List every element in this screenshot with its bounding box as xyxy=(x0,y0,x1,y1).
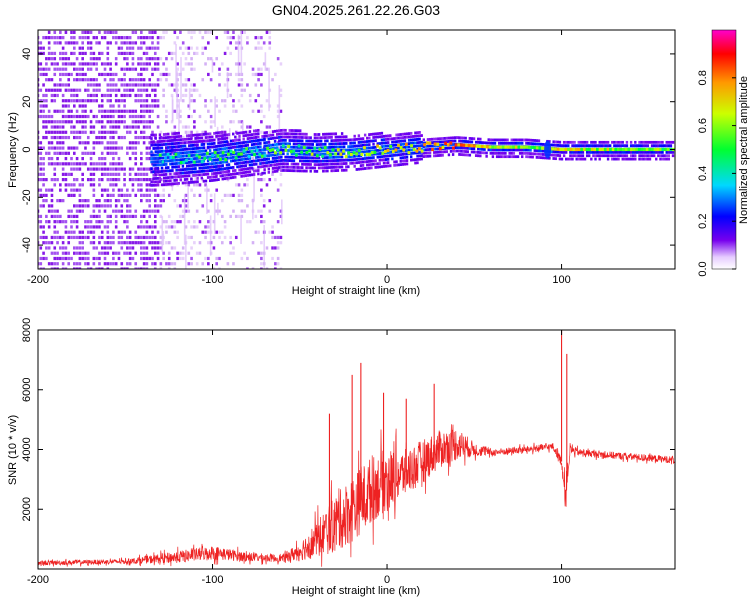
spectrogram-ytick-label: -40 xyxy=(21,237,33,253)
colorbar-tick-label: 0.2 xyxy=(697,214,709,229)
snr-xlabel: Height of straight line (km) xyxy=(292,585,420,597)
spectrogram-ylabel: Frequency (Hz) xyxy=(7,112,19,188)
snr-ytick-label: 4000 xyxy=(21,437,33,461)
colorbar-tick-label: 0.0 xyxy=(697,261,709,276)
spectrogram-xtick-label: -100 xyxy=(202,274,224,286)
snr-xtick-label: 100 xyxy=(552,574,570,586)
snr-series-line xyxy=(38,424,675,567)
colorbar-tick-label: 0.8 xyxy=(697,70,709,85)
snr-ytick-label: 2000 xyxy=(21,497,33,521)
spectrogram-xtick-label: -200 xyxy=(27,274,49,286)
colorbar-scale xyxy=(711,29,737,270)
colorbar-tick-label: 0.4 xyxy=(697,166,709,181)
colorbar-tick-label: 0.6 xyxy=(697,118,709,133)
spectrogram-ytick-label: 40 xyxy=(21,48,33,60)
colorbar: 0.0 0.2 0.4 0.6 0.8 Normalized spectral ampl… xyxy=(697,29,750,277)
spectrogram-ytick-label: 20 xyxy=(21,96,33,108)
colorbar-ticks: 0.0 0.2 0.4 0.6 0.8 xyxy=(697,70,736,277)
spectrogram-ytick-label: -20 xyxy=(21,189,33,205)
snr-xtick-label: -100 xyxy=(202,574,224,586)
snr-ticks: -200 -100 0 100 2000 4000 6000 8000 xyxy=(21,318,675,586)
colorbar-label: Normalized spectral amplitude xyxy=(738,76,750,224)
snr-panel: -200 -100 0 100 2000 4000 6000 8000 Height of s… xyxy=(7,318,676,597)
snr-ytick-label: 6000 xyxy=(21,378,33,402)
spectrogram-heatmap xyxy=(38,30,675,269)
spectrogram-ytick-label: 0 xyxy=(21,146,33,152)
spectrogram-scatter xyxy=(38,30,283,269)
snr-ylabel: SNR (10 * v/v) xyxy=(7,415,19,485)
snr-ytick-label: 8000 xyxy=(21,318,33,342)
spectrogram-ridge-core xyxy=(158,141,675,165)
chart-title: GN04.2025.261.22.26.G03 xyxy=(272,2,440,18)
snr-frame xyxy=(37,329,676,570)
spectrogram-xlabel: Height of straight line (km) xyxy=(292,285,420,297)
spectrogram-spot xyxy=(544,140,552,159)
snr-xtick-label: 0 xyxy=(384,574,390,586)
spectrogram-xtick-label: 100 xyxy=(552,274,570,286)
spectrogram-xtick-label: 0 xyxy=(384,274,390,286)
snr-xtick-label: -200 xyxy=(27,574,49,586)
snr-line xyxy=(38,330,675,567)
